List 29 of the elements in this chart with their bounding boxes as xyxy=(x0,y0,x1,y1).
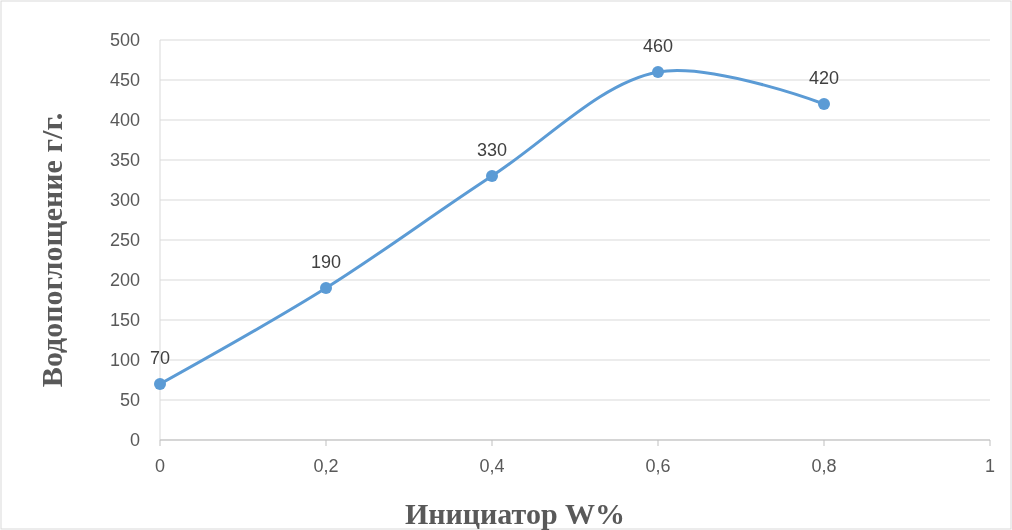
data-label: 190 xyxy=(310,252,342,272)
data-label: 420 xyxy=(808,68,840,88)
x-tick-label: 0,6 xyxy=(645,456,671,476)
y-tick-label: 450 xyxy=(109,70,140,90)
x-axis-title: Инициатор W% xyxy=(404,497,626,530)
x-tick-label: 0 xyxy=(154,456,166,476)
y-tick-label: 200 xyxy=(109,270,140,290)
x-tick-label: 0,8 xyxy=(811,456,837,476)
y-tick-label: 500 xyxy=(109,30,140,50)
y-tick-label: 50 xyxy=(119,390,140,410)
point xyxy=(154,378,166,390)
point xyxy=(320,282,332,294)
y-tick-label: 300 xyxy=(109,190,140,210)
y-tick-label: 0 xyxy=(129,430,140,450)
x-tick-label: 1 xyxy=(984,456,996,476)
y-tick-label: 250 xyxy=(109,230,140,250)
x-tick-label: 0,2 xyxy=(313,456,339,476)
y-tick-label: 100 xyxy=(109,350,140,370)
data-label: 70 xyxy=(149,348,171,368)
point xyxy=(652,66,664,78)
y-axis-title: Водопоглощение г/г. xyxy=(35,112,68,388)
x-tick-label: 0,4 xyxy=(479,456,505,476)
data-label: 330 xyxy=(476,140,508,160)
point xyxy=(818,98,830,110)
y-tick-label: 150 xyxy=(109,310,140,330)
y-tick-label: 400 xyxy=(109,110,140,130)
point xyxy=(486,170,498,182)
y-tick-label: 350 xyxy=(109,150,140,170)
data-label: 460 xyxy=(642,36,674,56)
